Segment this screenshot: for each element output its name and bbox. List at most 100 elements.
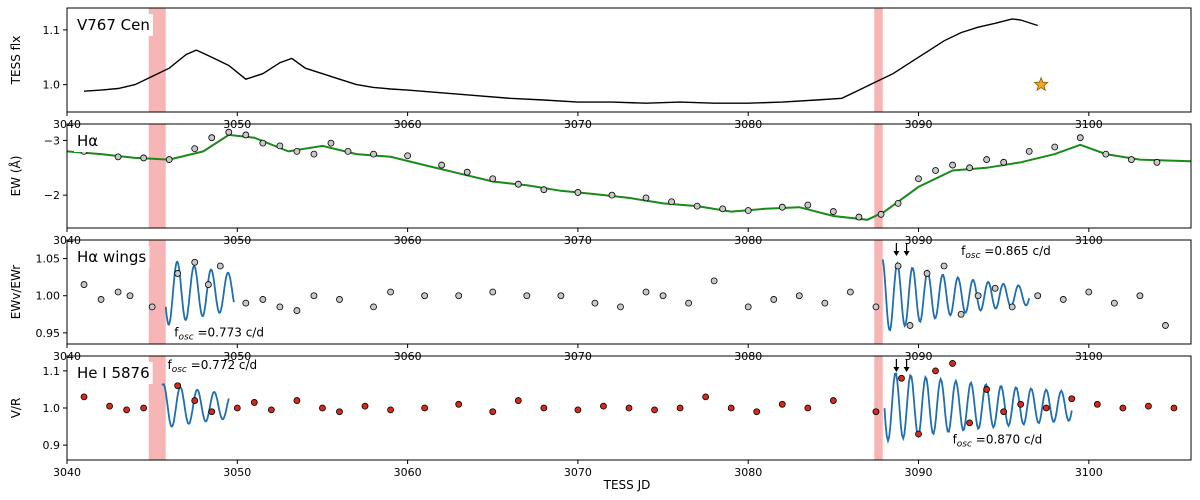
data-point	[685, 299, 693, 307]
data-point	[140, 154, 148, 162]
data-point	[804, 201, 812, 209]
data-point	[770, 296, 778, 303]
data-point	[1025, 147, 1033, 155]
data-point	[370, 303, 377, 311]
shaded-band-1	[148, 240, 166, 344]
data-point	[387, 288, 394, 296]
data-point	[710, 277, 718, 285]
x-tick-label: 3080	[734, 466, 762, 479]
arrow-head-1	[893, 367, 900, 372]
plot-area	[80, 356, 1178, 460]
data-point	[702, 393, 710, 401]
data-point	[1000, 408, 1008, 416]
plot-area	[80, 240, 1169, 344]
data-point	[1051, 143, 1059, 151]
data-point	[557, 292, 565, 300]
y-tick-label: −2	[44, 189, 60, 202]
data-point	[370, 150, 377, 158]
data-point	[1068, 395, 1076, 403]
data-point	[1145, 402, 1152, 410]
panel-frame	[66, 239, 1192, 345]
data-point	[983, 156, 991, 163]
data-point	[387, 406, 394, 414]
arrow-head-2	[903, 367, 910, 372]
data-point	[140, 404, 148, 412]
star-marker	[1033, 76, 1049, 92]
data-point	[327, 139, 335, 147]
data-point	[174, 270, 182, 277]
data-point	[957, 310, 965, 318]
data-point	[250, 399, 258, 406]
data-point	[1136, 292, 1144, 300]
data-point	[744, 207, 752, 214]
data-point	[310, 292, 318, 300]
data-point	[608, 191, 616, 199]
panel-label-bg	[74, 14, 153, 36]
data-point	[1102, 150, 1110, 158]
data-point	[174, 382, 182, 390]
panel-label: Hα wings	[77, 248, 146, 266]
shaded-band-2	[874, 240, 883, 344]
data-point	[123, 406, 131, 414]
shaded-band-1	[148, 124, 166, 228]
data-point	[846, 288, 854, 296]
data-point	[421, 292, 429, 300]
shaded-band-2	[874, 8, 883, 112]
data-point	[336, 296, 343, 303]
data-point	[1059, 296, 1067, 303]
ew-fit-line	[67, 133, 1191, 221]
data-point	[668, 198, 675, 206]
x-tick-label: 3040	[53, 466, 81, 479]
data-point	[1119, 404, 1127, 412]
data-point	[1042, 404, 1050, 412]
data-point	[106, 402, 113, 410]
panel-label: He I 5876	[77, 364, 150, 382]
data-point	[216, 262, 224, 270]
data-point	[1093, 400, 1101, 408]
data-point	[489, 408, 497, 416]
panel-label: V767 Cen	[77, 16, 150, 34]
data-point	[719, 205, 727, 213]
data-point	[540, 186, 548, 194]
data-point	[293, 307, 301, 314]
data-point	[242, 131, 250, 139]
data-point	[336, 408, 343, 416]
oscillation-fit-1	[164, 260, 235, 326]
plot-area	[67, 124, 1191, 228]
x-tick-label: 3100	[1075, 466, 1103, 479]
data-point	[1170, 404, 1178, 412]
frequency-annotation-1: fosc =0.772 c/d	[167, 358, 257, 375]
data-point	[540, 404, 548, 412]
data-point	[906, 322, 914, 329]
x-tick-label: 3070	[564, 466, 592, 479]
data-point	[276, 303, 284, 311]
data-point	[344, 147, 352, 155]
data-point	[821, 299, 829, 307]
data-point	[208, 134, 216, 142]
data-point	[489, 288, 497, 296]
data-point	[915, 430, 922, 438]
data-point	[642, 288, 650, 296]
y-axis-label: V/R	[9, 398, 23, 419]
data-point	[1017, 400, 1025, 408]
frequency-annotation-1: fosc =0.773 c/d	[174, 326, 264, 343]
data-point	[404, 152, 412, 160]
data-point	[872, 408, 880, 416]
data-point	[1085, 288, 1093, 296]
plot-area	[83, 8, 1049, 112]
data-point	[455, 292, 463, 300]
data-point	[1110, 299, 1118, 307]
data-point	[293, 147, 301, 155]
data-point	[80, 393, 88, 401]
flux-line	[83, 18, 1038, 104]
data-point	[591, 299, 599, 307]
y-axis-label: EWv/EWr	[9, 265, 23, 320]
shaded-band-2	[874, 124, 883, 228]
data-point	[974, 292, 982, 300]
data-point	[114, 153, 122, 161]
y-tick-label: −3	[44, 134, 60, 147]
y-tick-label: 0.9	[43, 439, 61, 452]
data-point	[1127, 156, 1135, 163]
data-point	[659, 292, 667, 300]
